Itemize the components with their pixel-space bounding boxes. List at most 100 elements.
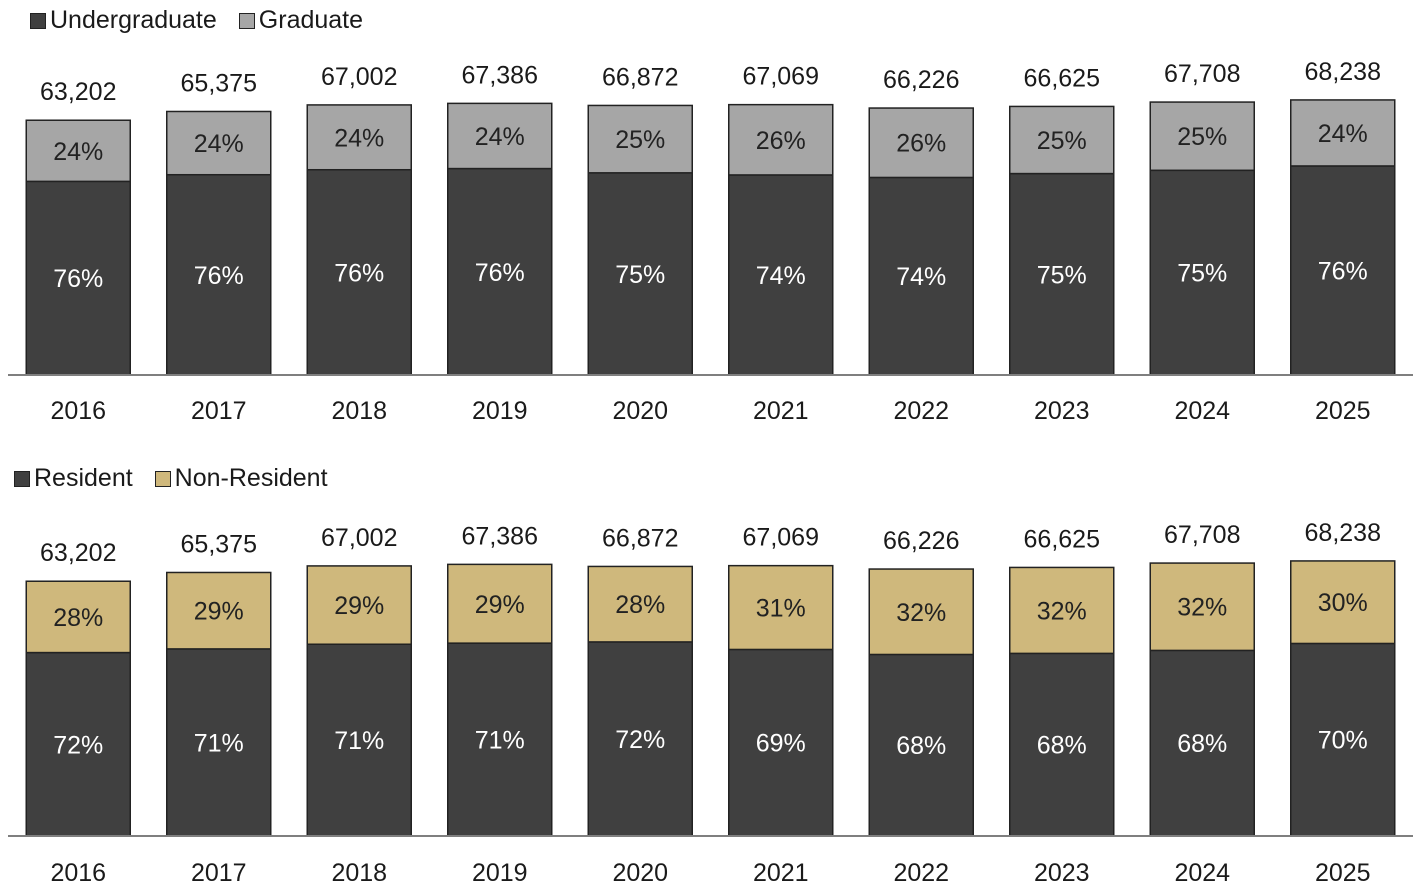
x-tick-label: 2024 <box>1174 859 1230 887</box>
data-label: 24% <box>194 130 244 158</box>
x-tick-label: 2025 <box>1315 859 1371 887</box>
data-label: 68% <box>1177 730 1227 758</box>
data-label: 74% <box>756 262 806 290</box>
x-tick-label: 2016 <box>50 397 106 425</box>
bar-segment <box>166 648 272 837</box>
data-label: 29% <box>334 592 384 620</box>
x-tick-label: 2017 <box>191 859 247 887</box>
bar-segment <box>25 180 131 376</box>
bar-segment <box>1009 105 1115 175</box>
data-label: 68% <box>1037 732 1087 760</box>
data-label: 24% <box>334 124 384 152</box>
bar-segment <box>447 563 553 644</box>
bar-segment <box>868 107 974 179</box>
data-label: 76% <box>194 262 244 290</box>
bar-segment <box>306 104 412 171</box>
bar-segment <box>166 110 272 176</box>
data-label: 32% <box>1177 594 1227 622</box>
total-label: 67,708 <box>1164 521 1240 549</box>
x-tick-label: 2023 <box>1034 859 1090 887</box>
x-tick-label: 2020 <box>612 397 668 425</box>
bar-segment <box>587 565 693 643</box>
legend-label-non-resident: Non-Resident <box>174 464 328 492</box>
x-tick-label: 2025 <box>1315 397 1371 425</box>
legend-swatch-undergraduate <box>30 12 46 29</box>
x-tick-label: 2023 <box>1034 397 1090 425</box>
bar-segment <box>1009 566 1115 655</box>
bar-segment <box>166 571 272 650</box>
data-label: 76% <box>53 265 103 293</box>
total-label: 68,238 <box>1305 58 1381 86</box>
bar-segment <box>25 580 131 654</box>
data-label: 28% <box>53 604 103 632</box>
bar-segment <box>728 103 834 176</box>
total-label: 67,069 <box>743 63 819 91</box>
bar-segment <box>868 653 974 837</box>
bar-segment <box>447 102 553 170</box>
x-tick-label: 2019 <box>472 859 528 887</box>
x-tick-label: 2022 <box>893 397 949 425</box>
total-label: 63,202 <box>40 539 116 567</box>
total-label: 66,226 <box>883 527 959 555</box>
bar-segment <box>1149 649 1255 837</box>
data-label: 26% <box>756 127 806 155</box>
total-label: 67,002 <box>321 63 397 91</box>
bar-segment <box>447 167 553 376</box>
data-label: 75% <box>615 261 665 289</box>
data-label: 75% <box>1037 261 1087 289</box>
data-label: 32% <box>1037 597 1087 625</box>
data-label: 24% <box>475 123 525 151</box>
bar-segment <box>1149 101 1255 172</box>
total-label: 66,226 <box>883 66 959 94</box>
bar-segment <box>1149 169 1255 376</box>
x-tick-label: 2018 <box>331 397 387 425</box>
legend-swatch-graduate <box>238 12 255 29</box>
legend-label-undergraduate: Undergraduate <box>50 6 217 34</box>
total-label: 66,625 <box>1024 525 1100 553</box>
bar-segment <box>25 119 131 183</box>
legend-label-resident: Resident <box>34 464 133 492</box>
data-label: 76% <box>1318 257 1368 285</box>
legend-item-graduate: Graduate <box>238 6 364 35</box>
total-label: 66,625 <box>1024 64 1100 92</box>
x-tick-label: 2020 <box>612 859 668 887</box>
data-label: 24% <box>1318 120 1368 148</box>
x-tick-label: 2016 <box>50 859 106 887</box>
enrollment-residency-chart: Resident Non-Resident 72% 28% 63,202 2016 71… <box>0 462 1415 887</box>
data-label: 72% <box>615 726 665 754</box>
data-label: 31% <box>756 595 806 623</box>
legend-swatch-non-resident <box>154 470 171 487</box>
x-tick-label: 2024 <box>1174 397 1230 425</box>
total-label: 66,872 <box>602 63 678 91</box>
x-tick-label: 2021 <box>753 397 809 425</box>
data-label: 72% <box>53 731 103 759</box>
data-label: 32% <box>896 599 946 627</box>
total-label: 67,386 <box>462 522 538 550</box>
data-label: 29% <box>194 598 244 626</box>
legend-item-non-resident: Non-Resident <box>154 464 328 493</box>
legend-label-graduate: Graduate <box>258 6 364 34</box>
enrollment-level-chart: Undergraduate Graduate 76% 24% 63,202 2016 7… <box>0 0 1415 440</box>
data-label: 24% <box>53 138 103 166</box>
total-label: 65,375 <box>181 530 257 558</box>
bar-segment <box>728 174 834 376</box>
data-label: 76% <box>475 259 525 287</box>
legend-item-undergraduate: Undergraduate <box>30 6 217 35</box>
total-label: 67,002 <box>321 524 397 552</box>
bar-segment <box>1290 560 1396 645</box>
bar-segment <box>25 651 131 837</box>
x-tick-label: 2021 <box>753 859 809 887</box>
x-tick-label: 2022 <box>893 859 949 887</box>
bar-segment <box>306 643 412 837</box>
x-tick-label: 2018 <box>331 859 387 887</box>
data-label: 29% <box>475 591 525 619</box>
total-label: 68,238 <box>1305 519 1381 547</box>
bar-segment <box>587 104 693 174</box>
data-label: 30% <box>1318 589 1368 617</box>
bar-segment <box>1009 652 1115 837</box>
data-label: 25% <box>1037 127 1087 155</box>
bar-segment <box>1290 99 1396 167</box>
data-label: 75% <box>1177 260 1227 288</box>
legend-item-resident: Resident <box>14 464 133 493</box>
data-label: 25% <box>1177 123 1227 151</box>
